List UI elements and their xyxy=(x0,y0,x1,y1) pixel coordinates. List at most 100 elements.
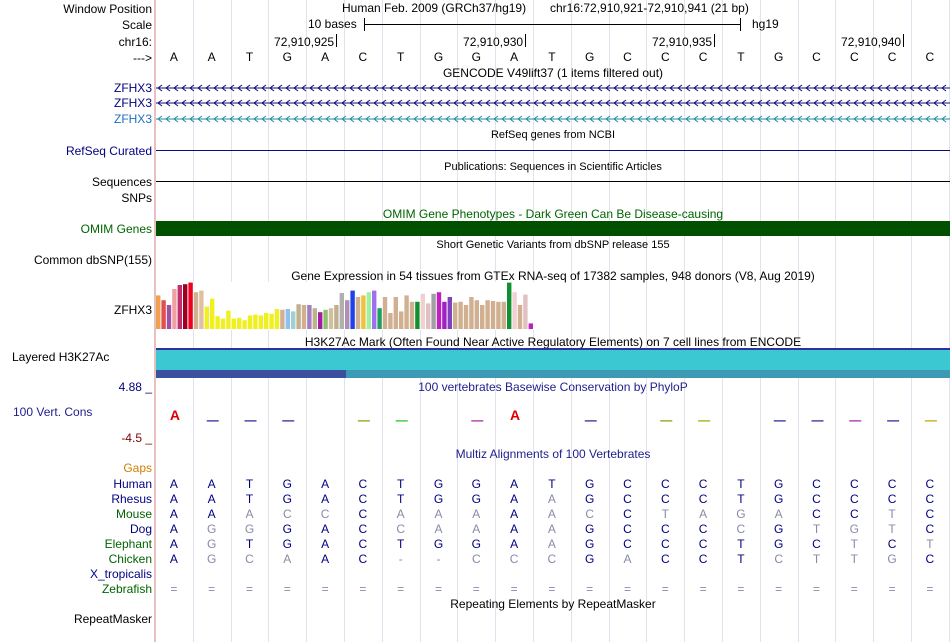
gtex-tissue-bar[interactable] xyxy=(210,298,215,329)
gtex-tissue-bar[interactable] xyxy=(237,317,242,329)
gtex-tissue-bar[interactable] xyxy=(442,301,447,329)
gtex-track-title[interactable]: Gene Expression in 54 tissues from GTEx … xyxy=(291,269,815,283)
gtex-tissue-bar[interactable] xyxy=(204,306,209,329)
snps-track-label[interactable]: SNPs xyxy=(121,191,152,205)
gtex-tissue-bar[interactable] xyxy=(334,305,339,329)
gtex-tissue-bar[interactable] xyxy=(480,305,485,329)
gtex-tissue-bar[interactable] xyxy=(253,314,258,329)
gtex-tissue-bar[interactable] xyxy=(507,282,512,329)
species-label[interactable]: Zebrafish xyxy=(101,582,152,596)
gtex-tissue-bar[interactable] xyxy=(199,290,204,329)
gtex-tissue-bar[interactable] xyxy=(280,309,285,329)
gtex-tissue-bar[interactable] xyxy=(453,302,458,329)
species-label[interactable]: Elephant xyxy=(104,537,152,551)
gtex-tissue-bar[interactable] xyxy=(490,301,496,329)
gtex-tissue-bar[interactable] xyxy=(420,293,425,329)
gtex-tissue-bar[interactable] xyxy=(172,289,177,329)
gtex-tissue-bar[interactable] xyxy=(463,305,469,329)
species-label[interactable]: Chicken xyxy=(108,552,152,566)
dbsnp-track-label[interactable]: Common dbSNP(155) xyxy=(33,253,152,267)
omim-bar[interactable] xyxy=(156,221,950,236)
gtex-tissue-bar[interactable] xyxy=(177,285,182,329)
gtex-tissue-bar[interactable] xyxy=(264,313,269,329)
omim-track-title[interactable]: OMIM Gene Phenotypes - Dark Green Can Be… xyxy=(382,207,724,221)
species-label[interactable]: Human xyxy=(113,477,152,491)
gtex-tissue-bar[interactable] xyxy=(474,300,479,329)
gtex-tissue-bar[interactable] xyxy=(409,301,415,329)
gtex-tissue-bar[interactable] xyxy=(399,311,404,329)
gencode-track-title[interactable]: GENCODE V49lift37 (1 items filtered out) xyxy=(442,66,664,80)
gtex-tissue-bar[interactable] xyxy=(361,295,366,329)
gtex-tissue-bar[interactable] xyxy=(215,316,220,329)
omim-track-label[interactable]: OMIM Genes xyxy=(80,222,152,236)
refseq-track-label[interactable]: RefSeq Curated xyxy=(65,144,152,158)
gtex-tissue-bar[interactable] xyxy=(350,290,355,329)
phylop-track-label[interactable]: 100 Vert. Cons xyxy=(13,405,93,419)
gencode-item-label[interactable]: ZFHX3 xyxy=(113,81,152,95)
h3k27ac-track-label[interactable]: Layered H3K27Ac xyxy=(12,350,110,364)
gtex-tissue-bar[interactable] xyxy=(431,293,436,329)
gtex-tissue-bar[interactable] xyxy=(501,301,506,329)
gtex-tissue-bar[interactable] xyxy=(377,308,382,329)
gtex-tissue-bar[interactable] xyxy=(296,304,301,329)
gtex-tissue-bar[interactable] xyxy=(166,305,172,329)
gtex-tissue-bar[interactable] xyxy=(447,297,452,329)
publications-track-label[interactable]: Sequences xyxy=(91,175,152,189)
gtex-tissue-bar[interactable] xyxy=(426,303,431,329)
gtex-tissue-bar[interactable] xyxy=(512,292,517,329)
species-label[interactable]: X_tropicalis xyxy=(89,567,152,581)
gtex-tissue-bar[interactable] xyxy=(388,313,393,329)
gtex-tissue-bar[interactable] xyxy=(517,305,523,329)
phylop-track-title[interactable]: 100 vertebrates Basewise Conservation by… xyxy=(418,380,688,394)
gtex-tissue-bar[interactable] xyxy=(366,292,371,329)
dbsnp-track-title[interactable]: Short Genetic Variants from dbSNP releas… xyxy=(436,239,670,251)
gtex-tissue-bar[interactable] xyxy=(269,313,274,329)
gtex-tissue-bar[interactable] xyxy=(242,320,247,329)
gtex-tissue-bar[interactable] xyxy=(161,300,166,329)
gtex-tissue-bar[interactable] xyxy=(301,305,307,329)
gtex-tissue-bar[interactable] xyxy=(355,297,361,329)
gtex-tissue-bar[interactable] xyxy=(247,315,253,329)
gtex-tissue-bar[interactable] xyxy=(528,323,533,329)
gtex-tissue-bar[interactable] xyxy=(312,308,317,329)
gtex-tissue-bar[interactable] xyxy=(193,292,199,329)
gtex-tissue-bar[interactable] xyxy=(318,312,323,329)
multiz-track-title[interactable]: Multiz Alignments of 100 Vertebrates xyxy=(455,447,651,461)
gtex-tissue-bar[interactable] xyxy=(458,301,463,329)
gtex-tissue-bar[interactable] xyxy=(188,282,193,329)
gtex-tissue-bar[interactable] xyxy=(220,318,226,329)
species-label[interactable]: Mouse xyxy=(115,507,152,521)
gtex-tissue-bar[interactable] xyxy=(496,301,501,329)
gtex-tissue-bar[interactable] xyxy=(469,297,474,329)
gencode-item-label[interactable]: ZFHX3 xyxy=(113,96,152,110)
gtex-tissue-bar[interactable] xyxy=(372,290,377,329)
gencode-gene-models[interactable] xyxy=(156,82,950,126)
gtex-tissue-bar[interactable] xyxy=(274,309,280,329)
gtex-tissue-bar[interactable] xyxy=(285,309,290,329)
refseq-track-title[interactable]: RefSeq genes from NCBI xyxy=(490,129,616,141)
gtex-tissue-bar[interactable] xyxy=(523,294,528,329)
gtex-tissue-bar[interactable] xyxy=(393,297,398,329)
gtex-tissue-bar[interactable] xyxy=(323,309,328,329)
gtex-tissue-bar[interactable] xyxy=(415,301,420,329)
gtex-tissue-bar[interactable] xyxy=(345,300,350,329)
gtex-expression-chart[interactable] xyxy=(156,282,536,330)
phylop-logo[interactable]: A — — — — — — A — — — — — — — — xyxy=(156,400,950,440)
gencode-item-label[interactable]: ZFHX3 xyxy=(113,112,152,126)
refseq-gene-line[interactable] xyxy=(156,150,950,151)
gtex-tissue-bar[interactable] xyxy=(258,315,263,329)
species-label[interactable]: Dog xyxy=(129,522,152,536)
gtex-tissue-bar[interactable] xyxy=(291,311,296,329)
gtex-tissue-bar[interactable] xyxy=(307,305,312,329)
gtex-tissue-bar[interactable] xyxy=(382,297,388,329)
gtex-tissue-bar[interactable] xyxy=(339,293,344,329)
gtex-tissue-bar[interactable] xyxy=(226,310,231,329)
gtex-tissue-bar[interactable] xyxy=(404,295,409,329)
h3k27ac-track-title[interactable]: H3K27Ac Mark (Often Found Near Active Re… xyxy=(304,335,802,349)
gtex-tissue-bar[interactable] xyxy=(328,308,334,329)
gtex-tissue-bar[interactable] xyxy=(156,295,161,329)
gtex-tissue-bar[interactable] xyxy=(231,318,236,329)
species-label[interactable]: Rhesus xyxy=(111,492,152,506)
repeatmasker-track-title[interactable]: Repeating Elements by RepeatMasker xyxy=(450,597,656,611)
gtex-tissue-bar[interactable] xyxy=(436,292,442,329)
